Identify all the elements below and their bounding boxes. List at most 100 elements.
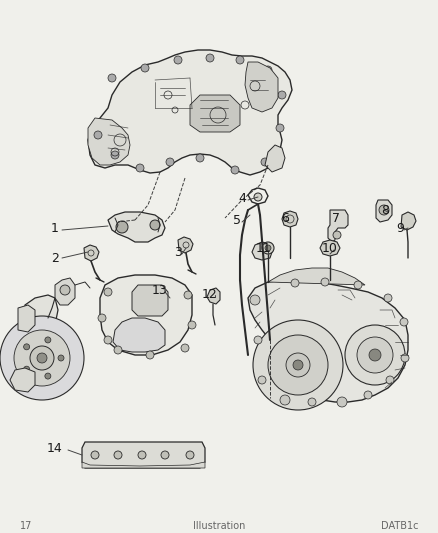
Polygon shape bbox=[268, 268, 365, 285]
Text: Illustration: Illustration bbox=[193, 521, 245, 531]
Text: 3: 3 bbox=[174, 246, 182, 259]
Circle shape bbox=[206, 54, 214, 62]
Polygon shape bbox=[282, 211, 298, 227]
Text: 10: 10 bbox=[322, 241, 338, 254]
Text: 7: 7 bbox=[332, 212, 340, 224]
Polygon shape bbox=[88, 118, 130, 165]
Polygon shape bbox=[113, 318, 165, 352]
Circle shape bbox=[262, 242, 274, 254]
Circle shape bbox=[45, 337, 51, 343]
Circle shape bbox=[364, 391, 372, 399]
Circle shape bbox=[24, 344, 30, 350]
Circle shape bbox=[111, 151, 119, 159]
Circle shape bbox=[114, 451, 122, 459]
Polygon shape bbox=[401, 212, 416, 230]
Circle shape bbox=[268, 335, 328, 395]
Circle shape bbox=[114, 346, 122, 354]
Circle shape bbox=[150, 220, 160, 230]
Circle shape bbox=[0, 316, 84, 400]
Circle shape bbox=[186, 451, 194, 459]
Text: 4: 4 bbox=[238, 191, 246, 205]
Circle shape bbox=[98, 314, 106, 322]
Circle shape bbox=[236, 56, 244, 64]
Circle shape bbox=[104, 288, 112, 296]
Polygon shape bbox=[10, 368, 35, 392]
Circle shape bbox=[250, 295, 260, 305]
Circle shape bbox=[138, 451, 146, 459]
Polygon shape bbox=[132, 285, 168, 316]
Text: 13: 13 bbox=[152, 284, 168, 296]
Text: 11: 11 bbox=[256, 241, 272, 254]
Circle shape bbox=[60, 285, 70, 295]
Circle shape bbox=[345, 325, 405, 385]
Circle shape bbox=[276, 124, 284, 132]
Circle shape bbox=[280, 395, 290, 405]
Polygon shape bbox=[55, 278, 75, 305]
Circle shape bbox=[354, 281, 362, 289]
Circle shape bbox=[184, 291, 192, 299]
Circle shape bbox=[386, 376, 394, 384]
Polygon shape bbox=[178, 237, 193, 253]
Text: 9: 9 bbox=[396, 222, 404, 235]
Circle shape bbox=[196, 154, 204, 162]
Circle shape bbox=[308, 398, 316, 406]
Circle shape bbox=[14, 330, 70, 386]
Text: 12: 12 bbox=[202, 288, 218, 302]
Polygon shape bbox=[108, 212, 165, 242]
Polygon shape bbox=[18, 295, 58, 395]
Circle shape bbox=[104, 336, 112, 344]
Polygon shape bbox=[82, 442, 205, 468]
Circle shape bbox=[253, 320, 343, 410]
Polygon shape bbox=[245, 62, 278, 112]
Circle shape bbox=[384, 294, 392, 302]
Circle shape bbox=[254, 193, 262, 201]
Circle shape bbox=[265, 245, 271, 251]
Text: 5: 5 bbox=[233, 214, 241, 227]
Polygon shape bbox=[265, 145, 285, 172]
Circle shape bbox=[379, 205, 389, 215]
Circle shape bbox=[146, 351, 154, 359]
Circle shape bbox=[141, 64, 149, 72]
Polygon shape bbox=[100, 275, 192, 355]
Polygon shape bbox=[376, 200, 392, 222]
Circle shape bbox=[357, 337, 393, 373]
Polygon shape bbox=[82, 462, 205, 468]
Circle shape bbox=[261, 158, 269, 166]
Circle shape bbox=[188, 321, 196, 329]
Circle shape bbox=[58, 355, 64, 361]
Polygon shape bbox=[88, 50, 292, 175]
Polygon shape bbox=[320, 240, 340, 256]
Circle shape bbox=[400, 318, 408, 326]
Circle shape bbox=[258, 376, 266, 384]
Polygon shape bbox=[207, 288, 220, 304]
Circle shape bbox=[136, 164, 144, 172]
Circle shape bbox=[94, 131, 102, 139]
Circle shape bbox=[278, 91, 286, 99]
Circle shape bbox=[37, 353, 47, 363]
Text: 17: 17 bbox=[20, 521, 32, 531]
Circle shape bbox=[286, 353, 310, 377]
Text: 6: 6 bbox=[281, 212, 289, 224]
Polygon shape bbox=[328, 210, 348, 242]
Circle shape bbox=[291, 279, 299, 287]
Circle shape bbox=[369, 349, 381, 361]
Polygon shape bbox=[252, 242, 272, 260]
Circle shape bbox=[174, 56, 182, 64]
Circle shape bbox=[401, 354, 409, 362]
Text: 2: 2 bbox=[51, 252, 59, 264]
Circle shape bbox=[231, 166, 239, 174]
Polygon shape bbox=[248, 280, 408, 402]
Circle shape bbox=[181, 344, 189, 352]
Circle shape bbox=[108, 74, 116, 82]
Circle shape bbox=[116, 221, 128, 233]
Circle shape bbox=[254, 336, 262, 344]
Circle shape bbox=[161, 451, 169, 459]
Circle shape bbox=[166, 158, 174, 166]
Text: 14: 14 bbox=[47, 441, 63, 455]
Circle shape bbox=[337, 397, 347, 407]
Circle shape bbox=[321, 278, 329, 286]
Circle shape bbox=[293, 360, 303, 370]
Circle shape bbox=[333, 231, 341, 239]
Circle shape bbox=[264, 66, 272, 74]
Text: DATB1c: DATB1c bbox=[381, 521, 418, 531]
